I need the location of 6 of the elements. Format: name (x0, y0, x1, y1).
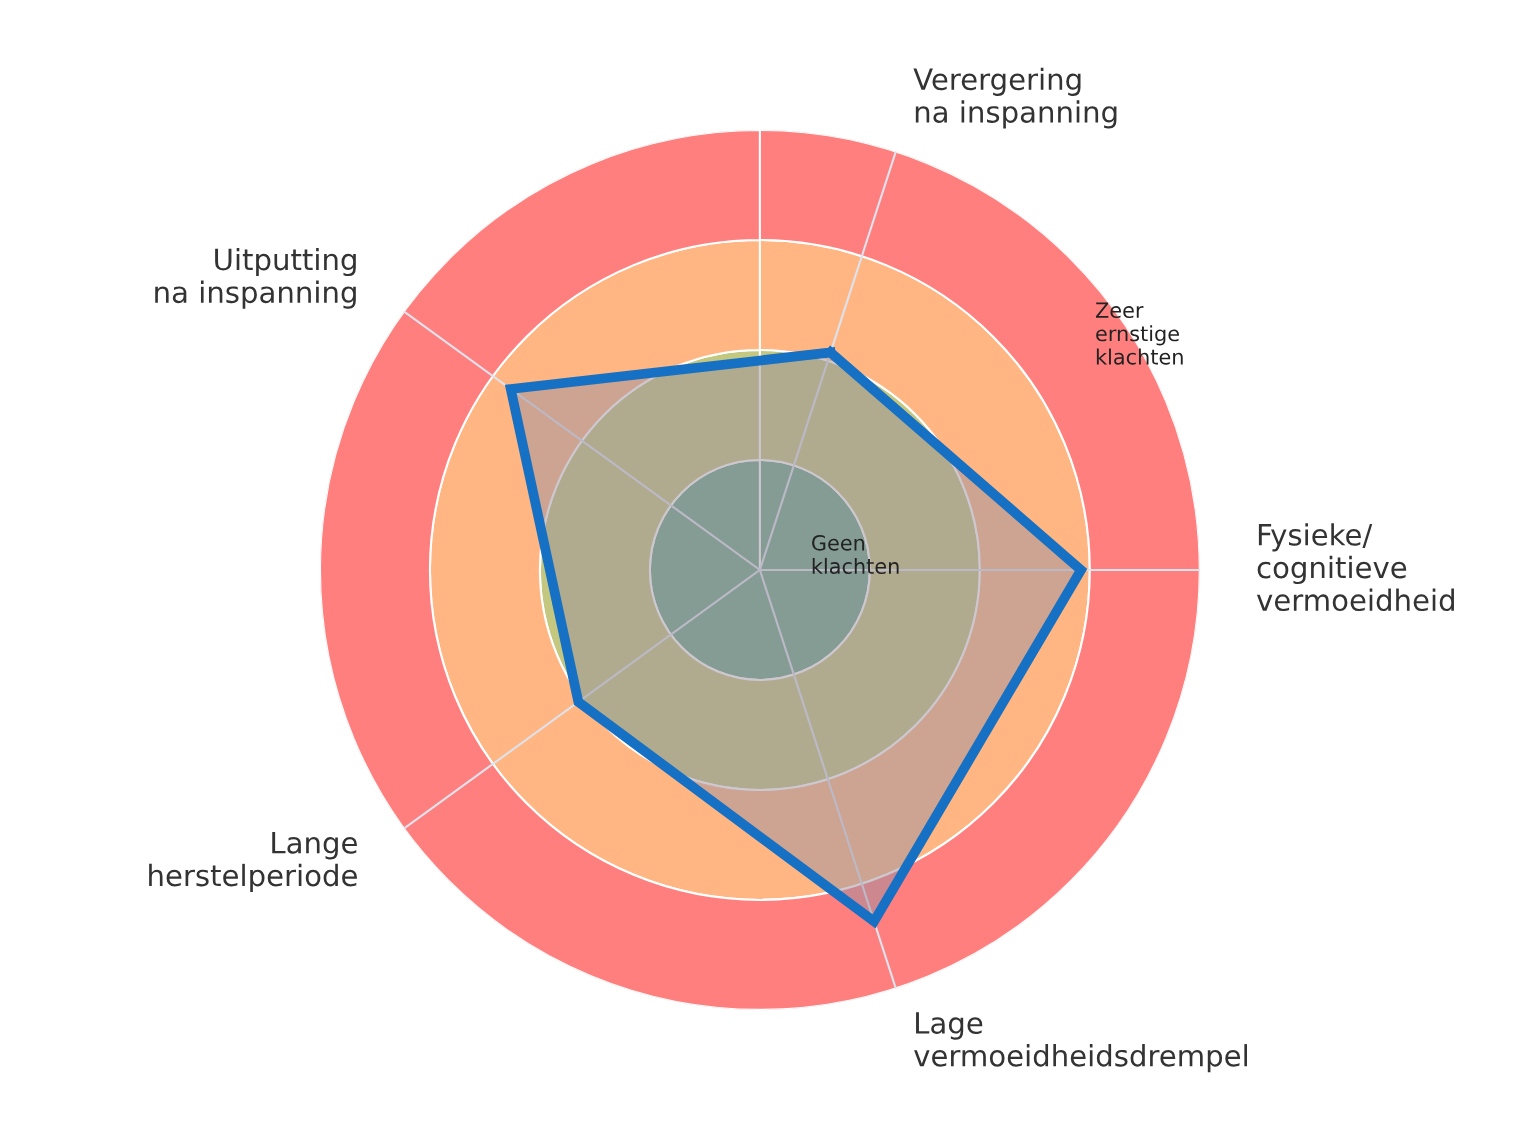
spoke-label: Uitputting na inspanning (155, 247, 356, 309)
spoke-label: Lage vermoeidheidsdrempel (914, 1012, 1247, 1073)
spoke-label: Lange herstelperiode (149, 832, 357, 893)
spoke-label: Fysieke/ cognitieve vermoeidheid (1256, 523, 1454, 612)
text: Geen klachten (812, 534, 899, 575)
spoke-label: Verergering na inspanning (913, 67, 1117, 129)
